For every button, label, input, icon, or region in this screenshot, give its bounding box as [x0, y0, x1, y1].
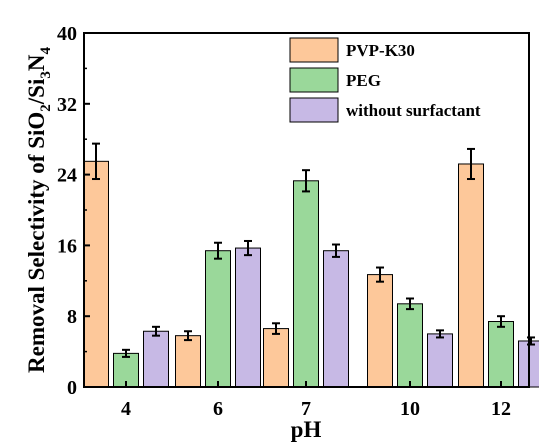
y-tick-label: 40	[57, 23, 77, 45]
x-axis-label: pH	[291, 417, 322, 442]
bar	[263, 328, 289, 388]
x-tick-label: 10	[400, 398, 420, 420]
bar	[323, 250, 349, 388]
bar	[488, 321, 514, 388]
y-label-subscript: 3	[38, 71, 54, 79]
y-tick-label: 16	[57, 235, 77, 257]
error-bars-layer	[92, 142, 535, 358]
legend-label: PVP-K30	[346, 41, 415, 60]
bar	[293, 180, 319, 388]
bar	[458, 163, 484, 388]
x-tick-label: 12	[491, 398, 511, 420]
x-tick-label: 4	[121, 398, 131, 420]
y-axis-label: Removal Selectivity of SiO2/Si3N4	[24, 47, 54, 373]
legend-swatch	[289, 97, 339, 123]
y-tick-label: 24	[57, 165, 77, 187]
y-tick-label: 0	[67, 377, 77, 399]
y-label-subscript: 4	[38, 47, 54, 55]
y-label-text: /Si	[24, 78, 49, 105]
bar	[427, 333, 453, 388]
x-tick-label: 7	[301, 398, 311, 420]
bar	[205, 250, 231, 388]
bar	[143, 330, 169, 388]
y-axis: 0 8 16 24 32 40	[57, 23, 90, 399]
bar	[175, 335, 201, 388]
legend-swatch	[289, 37, 339, 63]
bars-layer	[83, 160, 539, 388]
y-tick-label: 32	[57, 94, 77, 116]
x-tick-label: 6	[213, 398, 223, 420]
x-axis: 4 6 7 10 12	[121, 381, 511, 420]
legend-swatch	[289, 67, 339, 93]
legend-label: without surfactant	[346, 101, 481, 120]
y-label-subscript: 2	[38, 104, 54, 112]
bar	[367, 274, 393, 388]
legend-label: PEG	[346, 71, 381, 90]
y-label-text: Removal Selectivity of SiO	[24, 112, 49, 373]
legend: PVP-K30 PEG without surfactant	[289, 37, 481, 123]
bar	[397, 303, 423, 388]
bar	[83, 160, 109, 388]
y-tick-label: 8	[67, 306, 77, 328]
y-label-text: N	[24, 54, 49, 71]
bar	[235, 247, 261, 388]
